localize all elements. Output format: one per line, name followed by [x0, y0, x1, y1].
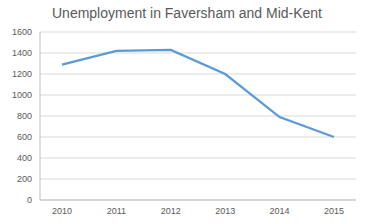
html-text:Unemployment in Faversham and: Unemployment in Faversham and Mid-Kent	[52, 5, 322, 21]
svg-text:600: 600	[17, 132, 32, 142]
svg-text:2012: 2012	[161, 206, 181, 216]
svg-text:2011: 2011	[107, 206, 126, 216]
svg-text:2014: 2014	[270, 206, 290, 216]
svg-text:2013: 2013	[215, 206, 235, 216]
svg-text:2010: 2010	[52, 206, 72, 216]
svg-text:2015: 2015	[324, 206, 344, 216]
svg-text:400: 400	[17, 153, 32, 163]
svg-text:1200: 1200	[12, 69, 32, 79]
svg-text:200: 200	[17, 174, 32, 184]
svg-text:0: 0	[27, 195, 32, 205]
svg-text:1600: 1600	[12, 27, 32, 37]
svg-text:1400: 1400	[12, 48, 32, 58]
svg-text:800: 800	[17, 111, 32, 121]
svg-text:1000: 1000	[12, 90, 32, 100]
